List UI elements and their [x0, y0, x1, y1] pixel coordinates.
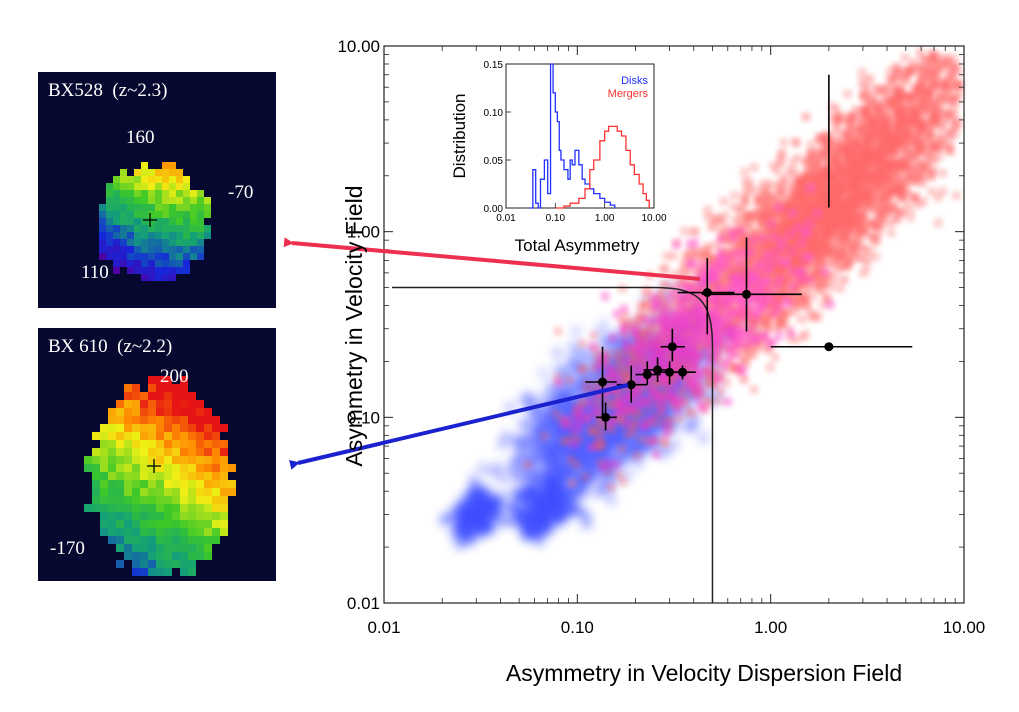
inset-x-tick-label: 0.10 — [546, 213, 566, 224]
inset-histogram: 0.01 0.10 1.00 10.00 0.00 0.05 0.10 0.15 — [484, 60, 667, 224]
bx610-velocity-map: BX 610 (z~2.2) 200 -170 — [38, 328, 276, 581]
bx610-title: BX 610 (z~2.2) — [48, 336, 173, 357]
y-tick-label: 1.00 — [347, 223, 380, 242]
inset-y-tick-label: 0.15 — [484, 60, 504, 71]
data-point — [643, 357, 670, 382]
data-point — [585, 346, 617, 418]
data-point — [660, 328, 685, 362]
plot-frame — [383, 45, 965, 604]
bx610-center-cross — [147, 459, 161, 473]
inset-x-tick-label: 10.00 — [641, 213, 666, 224]
inset-y-label: Distribution — [450, 93, 469, 178]
x-tick-label: 10.00 — [943, 618, 986, 637]
x-tick-label: 1.00 — [754, 618, 787, 637]
data-point — [635, 361, 661, 385]
data-point — [672, 365, 696, 380]
inset-y-tick-label: 0.00 — [484, 204, 504, 215]
x-tick-label: 0.10 — [561, 618, 594, 637]
x-axis-label: Asymmetry in Velocity Dispersion Field — [506, 660, 902, 686]
data-point — [770, 74, 913, 352]
bx528-label-160: 160 — [126, 127, 155, 148]
inset-y-tick-label: 0.05 — [484, 156, 504, 167]
bx528-label-110: 110 — [81, 262, 109, 283]
inset-x-label: Total Asymmetry — [515, 236, 640, 255]
histogram-mergers — [555, 125, 650, 209]
data-point — [596, 402, 617, 431]
bx610-label-200: 200 — [160, 366, 189, 387]
bx528-title: BX528 (z~2.3) — [48, 80, 168, 101]
main-axes: 0.01 0.10 1.00 10.00 0.01 0.10 1.00 10.00 — [337, 37, 985, 637]
inset-x-tick-label: 1.00 — [595, 213, 615, 224]
density-cloud — [439, 48, 964, 549]
y-tick-label: 0.01 — [347, 594, 380, 613]
legend-disks: Disks — [621, 75, 648, 87]
legend-mergers: Mergers — [608, 88, 649, 100]
bx528-label-minus70: -70 — [228, 182, 254, 203]
data-point — [657, 361, 681, 385]
data-point — [701, 237, 802, 332]
bx528-velocity-map: BX528 (z~2.3) 160 -70 110 — [38, 72, 276, 308]
histogram-disks — [529, 63, 616, 209]
disk-merger-boundary — [392, 286, 714, 603]
x-tick-label: 0.01 — [367, 618, 400, 637]
bx610-label-minus170: -170 — [50, 538, 85, 559]
y-tick-label: 10.00 — [337, 37, 380, 56]
inset-x-tick-label: 0.01 — [496, 213, 516, 224]
y-tick-label: 0.10 — [347, 408, 380, 427]
inset-frame — [505, 63, 655, 209]
bx610-map-image — [84, 376, 236, 576]
arrow-to-bx610 — [289, 383, 629, 470]
y-axis-label: Asymmetry in Velocity Field — [341, 185, 367, 466]
bx528-map-image — [99, 162, 211, 281]
data-points — [585, 74, 913, 431]
bx528-center-cross — [143, 213, 157, 227]
inset-y-tick-label: 0.10 — [484, 108, 504, 119]
arrow-to-bx528 — [283, 237, 701, 281]
